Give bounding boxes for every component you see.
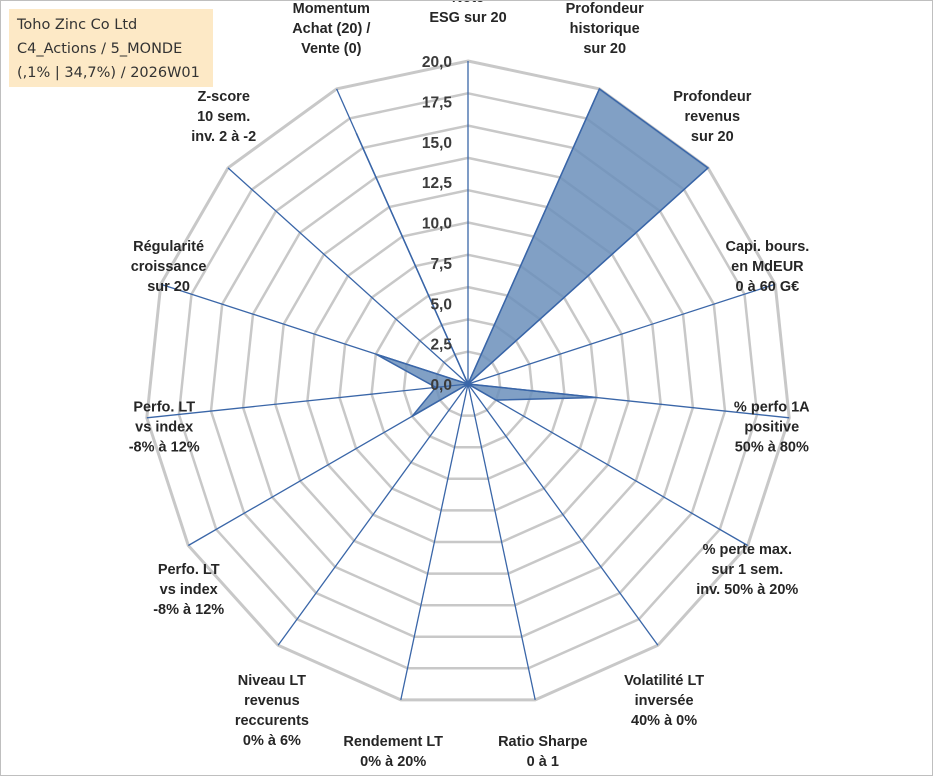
company-name: Toho Zinc Co Ltd — [17, 17, 138, 33]
axis-label-11: Perfo. LT vs index -8% à 12% — [153, 562, 224, 618]
axis-label-5: % perfo 1A positive 50% à 80% — [734, 400, 810, 456]
tick-label: 2,5 — [430, 337, 452, 354]
spoke-2 — [467, 88, 600, 385]
grid-ring-6 — [274, 188, 662, 575]
tick-label: 7,5 — [430, 256, 452, 273]
grid-ring-1 — [434, 350, 502, 417]
axis-label-6: % perte max. sur 1 sem. inv. 50% à 20% — [696, 542, 798, 598]
spoke-4 — [467, 283, 776, 385]
spoke-7 — [467, 383, 659, 646]
score-summary: (,1% | 34,7%) / 2026W01 — [17, 65, 200, 81]
spoke-10 — [277, 383, 469, 646]
spoke-14 — [227, 167, 469, 385]
tick-label: 12,5 — [422, 175, 453, 192]
spoke-6 — [467, 383, 749, 547]
spoke-5 — [467, 383, 790, 419]
axis-label-15: Momentum Achat (20) / Vente (0) — [292, 1, 370, 57]
spoke-11 — [187, 383, 469, 547]
portfolio-name: C4_Actions / 5_MONDE — [17, 41, 183, 57]
axis-label-7: Volatilité LT inversée 40% à 0% — [624, 673, 704, 729]
axis-label-4: Capi. bours. en MdEUR 0 à 60 G€ — [726, 239, 810, 295]
tick-label: 15,0 — [422, 135, 452, 152]
tick-label: 0,0 — [430, 377, 452, 394]
axis-label-14: Z-score 10 sem. inv. 2 à -2 — [191, 89, 256, 145]
spoke-12 — [146, 383, 469, 419]
spoke-9 — [400, 383, 469, 701]
spoke-layer — [146, 61, 790, 701]
spoke-15 — [336, 88, 469, 385]
info-box: Toho Zinc Co Ltd C4_Actions / 5_MONDE (,… — [9, 9, 213, 87]
spoke-13 — [160, 283, 469, 385]
grid-ring-7 — [241, 156, 695, 607]
axis-label-2: Profondeur historique sur 20 — [566, 1, 644, 57]
grid-ring-9 — [177, 92, 759, 670]
axis-label-8: Ratio Sharpe 0 à 1 — [498, 734, 587, 770]
axis-label-9: Rendement LT 0% à 20% — [343, 734, 443, 770]
spoke-3 — [467, 167, 709, 385]
axis-label-12: Perfo. LT vs index -8% à 12% — [129, 400, 200, 456]
tick-label: 17,5 — [422, 94, 453, 111]
spoke-8 — [467, 383, 536, 701]
tick-label: 10,0 — [422, 216, 452, 233]
axis-label-13: Régularité croissance sur 20 — [131, 239, 207, 295]
axis-label-10: Niveau LT revenus reccurents 0% à 6% — [235, 673, 309, 749]
grid-ring-5 — [306, 221, 630, 544]
grid-ring-10 — [145, 59, 791, 702]
grid-ring-4 — [338, 253, 598, 512]
axis-label-1: NoteESG sur 20 — [429, 1, 506, 26]
grid-ring-3 — [370, 285, 566, 481]
tick-label: 5,0 — [430, 296, 452, 313]
grid-ring-8 — [209, 124, 727, 639]
tick-layer: 0,0 2,5 5,0 7,5 10,0 12,5 15,0 17,5 20,0 — [422, 54, 453, 394]
grid-layer — [145, 59, 791, 702]
tick-label: 20,0 — [422, 54, 452, 71]
grid-ring-2 — [402, 318, 534, 449]
axis-label-3: Profondeur revenus sur 20 — [673, 89, 751, 145]
